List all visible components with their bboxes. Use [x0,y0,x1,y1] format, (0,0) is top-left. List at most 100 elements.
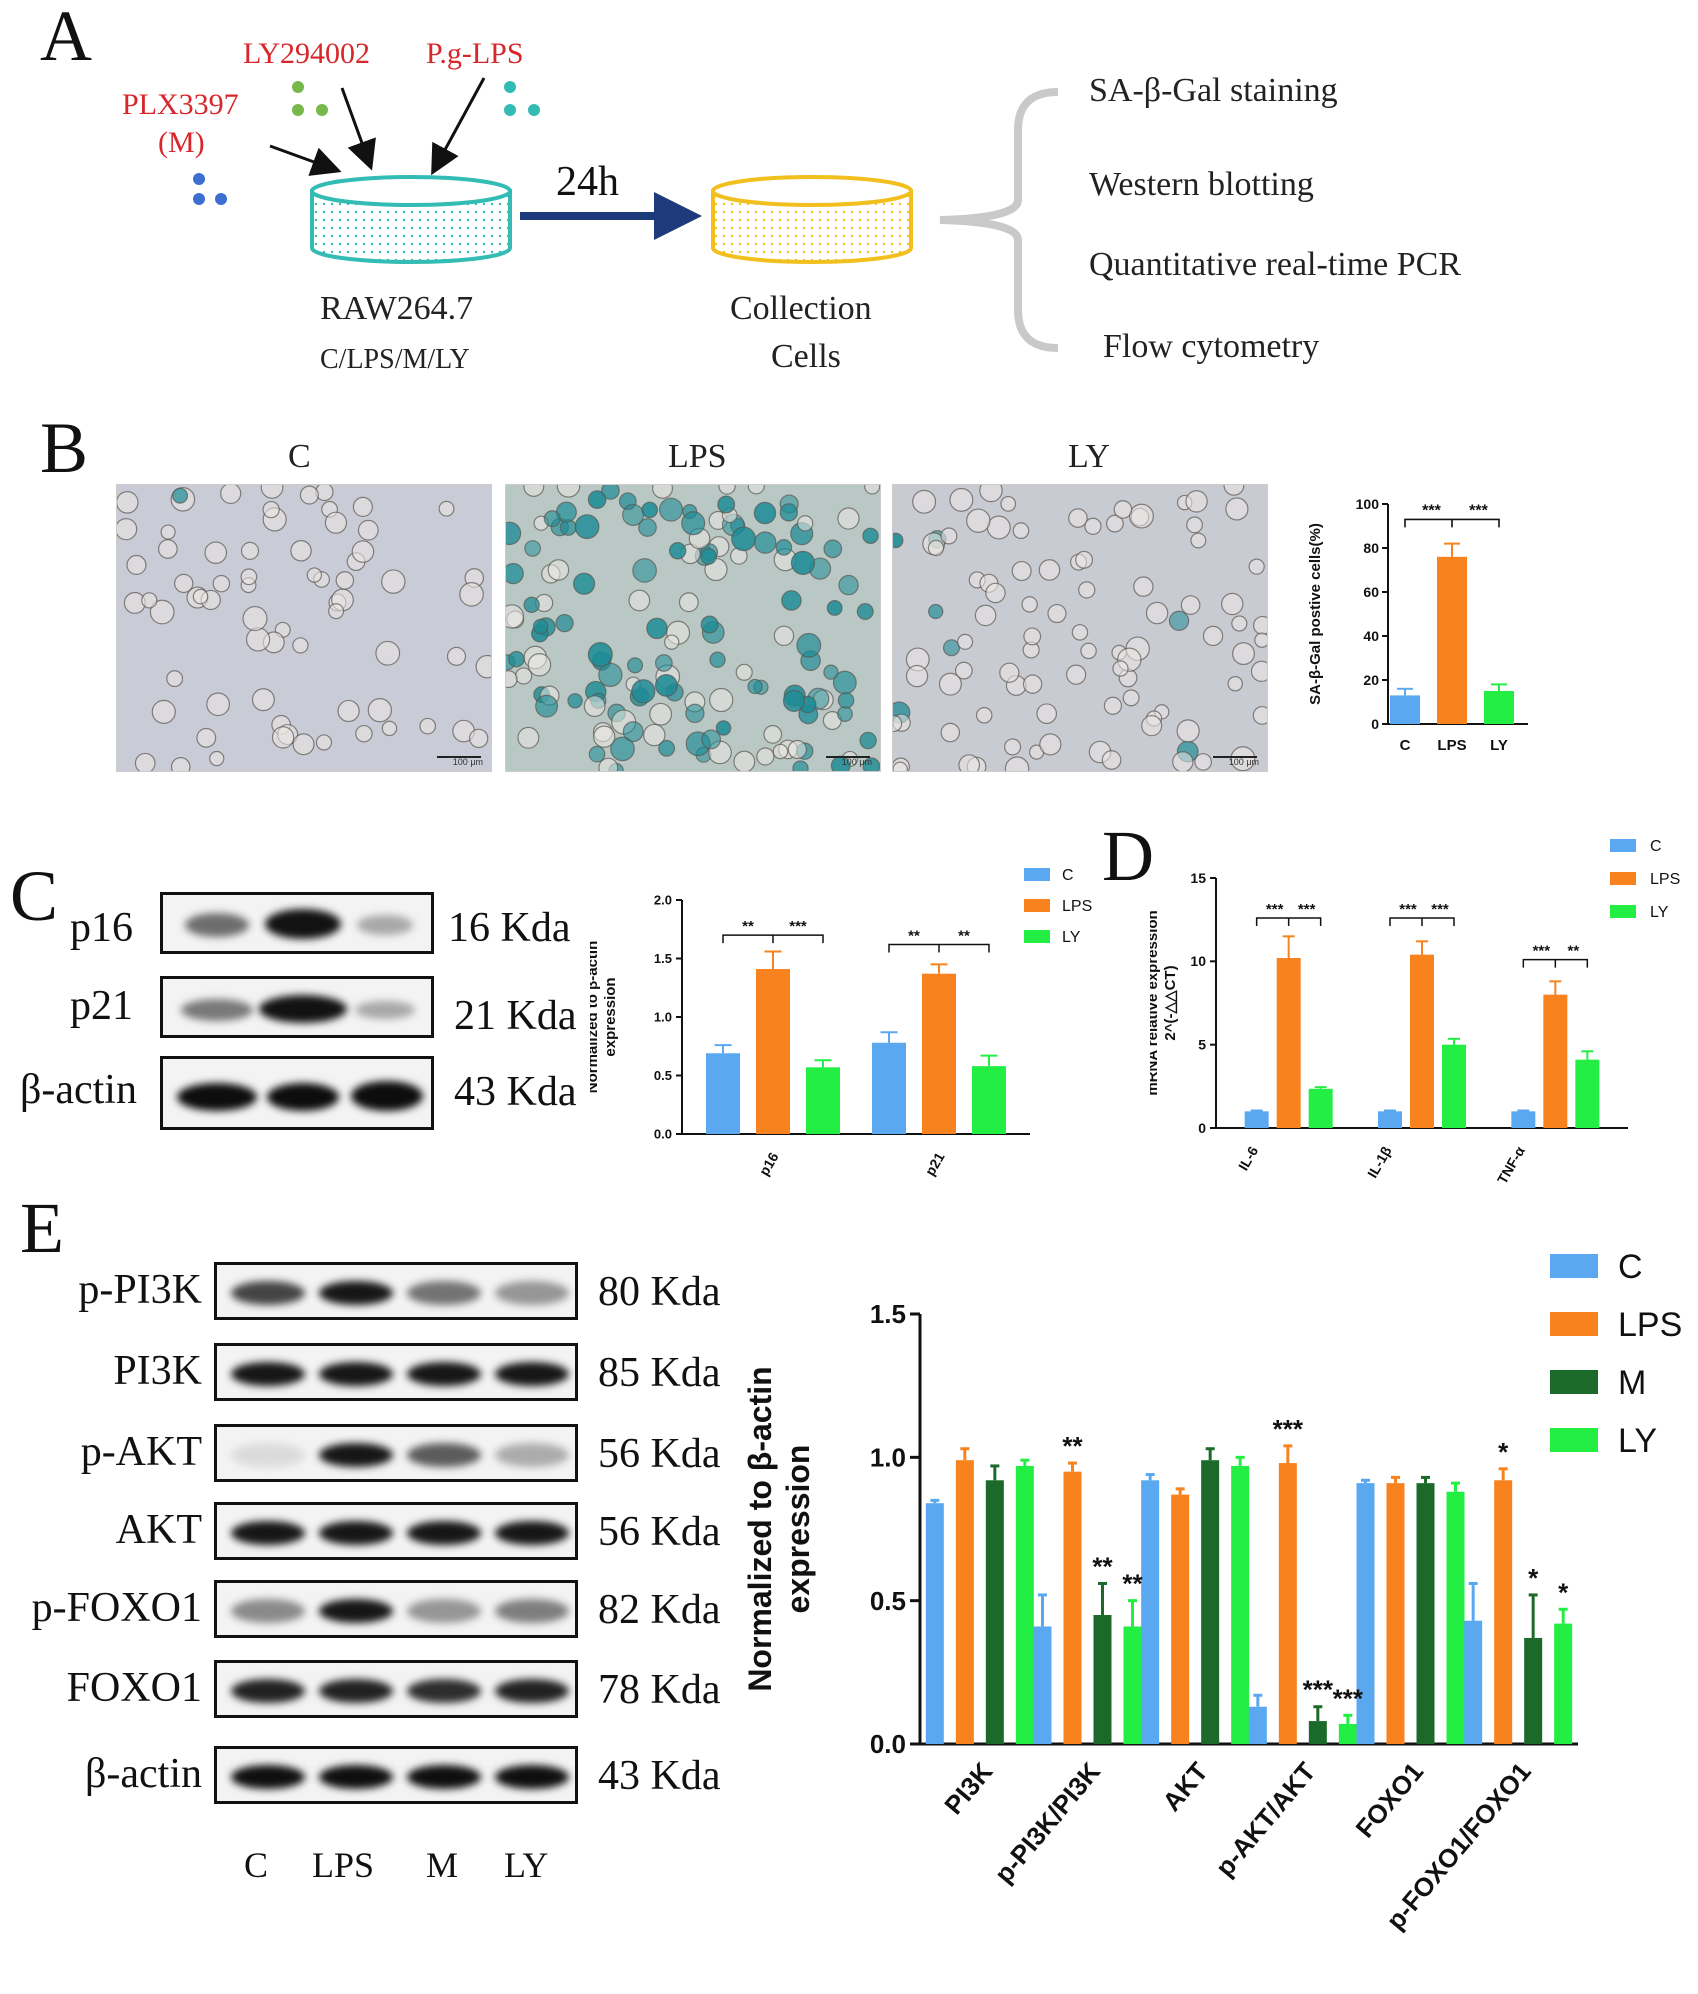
cell-mark [1176,719,1200,743]
cell-mark [151,699,176,724]
cell-mark [556,485,581,498]
cell-mark [966,508,991,533]
cell-mark [117,518,138,541]
significance-label: ** [1062,1431,1083,1461]
bar-c-il-6 [1244,1111,1269,1128]
cell-mark [718,485,736,495]
cell-mark [949,487,974,512]
significance-label: *** [1399,901,1417,918]
cell-mark [335,571,355,590]
cell-mark [367,697,393,723]
cell-mark [1194,753,1212,771]
cell-mark [893,532,904,549]
cell-mark [583,695,606,718]
panel-a-schematic [193,77,1059,352]
blot-band [319,1521,393,1545]
image-label-ly: LY [1068,438,1110,475]
blot-band [319,1443,393,1467]
blot-band [319,1362,393,1386]
y-axis-label: mRNA relative expression2^(-△△CT) [1150,910,1179,1095]
bar-ly-p21 [972,1066,1006,1134]
blot-p-pi3k [214,1262,578,1320]
significance-label: *** [1266,901,1284,918]
cell-mark [260,485,284,499]
cell-mark [954,661,973,680]
cell-mark [587,490,607,509]
cell-mark [523,485,545,497]
cell-mark [170,757,191,771]
cell-mark [940,527,958,545]
kda-label: 82 Kda [598,1587,721,1633]
chart-d-mrna: 0 5 10 15 mRNA relative expression2^(-△△CT) I… [1150,838,1680,1187]
cell-mark [731,526,756,552]
legend-label: LPS [1618,1306,1682,1344]
bar-lps-pi3k [955,1460,974,1744]
bar-ly-tnf- [1575,1059,1600,1128]
legend-swatch [1024,868,1050,881]
cell-mark [543,510,561,528]
cell-mark [1004,738,1022,756]
cell-mark [299,485,319,505]
y-tick-label: 100 [1356,496,1380,512]
bar-lps [1437,556,1467,724]
cell-mark [942,639,961,657]
blot-band [319,1679,393,1703]
lane-label: C [244,1845,269,1885]
chart-c-p16-p21: 0.0 0.5 1.0 1.5 2.0 Normalized to β-actinexpr… [590,867,1092,1178]
cell-mark [1012,522,1030,540]
y-tick-label: 0.0 [654,1127,672,1142]
cell-mark [837,692,855,709]
cell-mark [240,541,260,560]
significance-label: * [1528,1563,1539,1593]
time-label: 24h [556,159,619,205]
x-tick-label: p16 [756,1149,782,1178]
cell-mark [985,582,1006,604]
cell-mark [1145,601,1169,625]
micrograph-lps: 100 μm [505,484,881,772]
cell-mark [524,540,541,557]
bar-lps-p-akt-akt [1278,1463,1297,1744]
cell-mark [508,650,525,668]
cell-mark [638,518,657,537]
y-tick-label: 1.5 [654,951,672,966]
bar-lps-il-6 [1276,958,1301,1128]
significance-label: ** [958,927,970,944]
legend-swatch [1550,1312,1598,1336]
cell-mark [735,663,753,681]
cell-mark [715,720,732,736]
blot-foxo1 [214,1660,578,1718]
significance-label: ** [1122,1569,1143,1599]
bar-c-p-foxo1-foxo1 [1464,1620,1483,1744]
cell-mark [206,692,231,717]
legend-label: C [1650,838,1662,855]
x-tick-label: p-AKT/AKT [1209,1756,1321,1882]
cell-mark [747,678,763,695]
cell-mark [709,651,726,668]
blot-band [231,1679,305,1703]
cell-mark [598,757,619,771]
legend-swatch [1550,1254,1598,1278]
bar-lps-p-pi3k-pi3k [1063,1471,1082,1744]
cell-mark [1105,514,1124,533]
kda-label: 16 Kda [448,905,571,951]
blot-band [495,1362,569,1386]
cell-mark [196,727,217,748]
kda-label: 78 Kda [598,1667,721,1713]
cell-mark [796,515,814,532]
assay-item: Quantitative real-time PCR [1089,246,1462,283]
cell-mark [1004,756,1030,771]
lane-label: LPS [312,1845,375,1885]
cell-mark [938,672,962,696]
cell-mark [446,646,467,666]
cell-mark [1080,642,1097,660]
cell-mark [337,699,360,723]
cell-mark [747,485,765,495]
cell-mark [117,491,139,514]
cell-mark [149,599,175,625]
cell-mark [506,521,522,546]
y-tick-label: 80 [1363,540,1379,556]
cell-mark [204,541,228,565]
blot-label: FOXO1 [66,1665,202,1711]
cell-mark [838,574,859,596]
culture-dish-icon [310,175,512,264]
